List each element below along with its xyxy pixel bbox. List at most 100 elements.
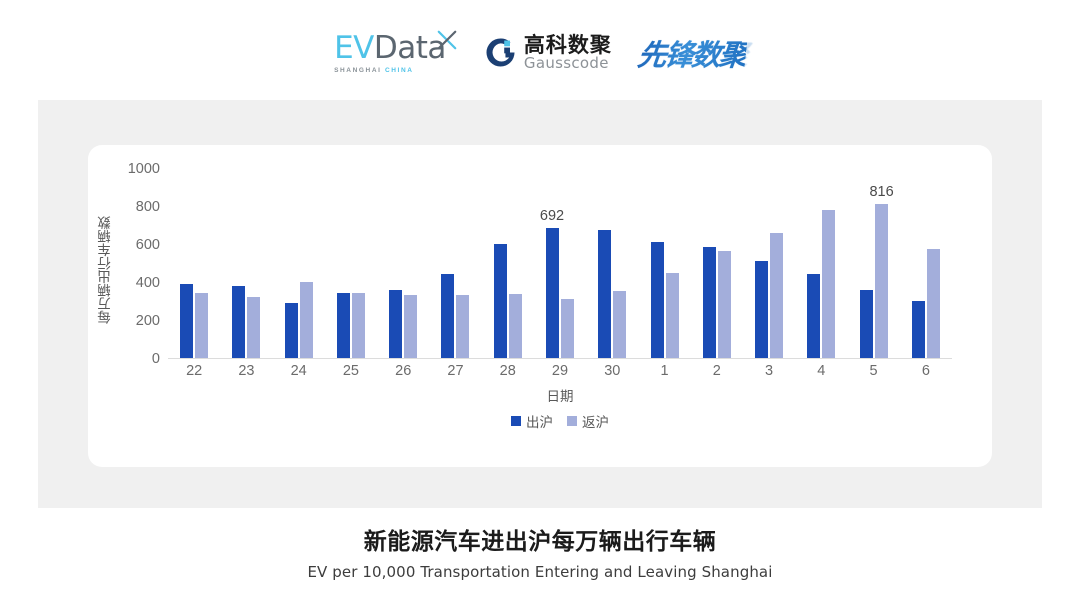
bar-back[interactable] bbox=[247, 297, 261, 359]
gausscode-g-mark-icon bbox=[486, 38, 515, 68]
y-tick-label: 800 bbox=[135, 199, 160, 215]
x-tick-label: 28 bbox=[499, 363, 516, 379]
legend-label: 返沪 bbox=[582, 415, 609, 431]
bar-group: 692 bbox=[534, 169, 586, 359]
bar-out[interactable] bbox=[545, 227, 559, 359]
x-axis-tick-labels: 22 23 24 25 26 27 28 29 30 1 2 3 4 5 6 bbox=[168, 363, 952, 379]
bar-out[interactable] bbox=[807, 274, 821, 359]
bar-out[interactable] bbox=[493, 244, 507, 359]
logo-bar: EV Data SHANGHAI CHINA 高科数聚 Gausscode 先锋数… bbox=[0, 22, 1080, 84]
bar-chart: 每万辆出行车辆数 1000 800 600 400 200 0 692 816 22 23 24… bbox=[88, 145, 992, 467]
bar-out[interactable] bbox=[284, 302, 298, 359]
gausscode-text-block: 高科数聚 Gausscode bbox=[524, 34, 612, 72]
x-axis-title: 日期 bbox=[546, 389, 574, 405]
xianfeng-shuju-logo: 先锋数聚 bbox=[636, 32, 748, 74]
evdata-data-text: Data bbox=[373, 29, 447, 66]
bar-group bbox=[743, 169, 795, 359]
x-tick-label: 2 bbox=[712, 363, 721, 379]
x-tick-label: 24 bbox=[290, 363, 307, 379]
legend-item[interactable]: 返沪 bbox=[567, 411, 609, 431]
bar-out[interactable] bbox=[389, 289, 403, 359]
bar-value-label: 692 bbox=[539, 207, 565, 224]
legend-item[interactable]: 出沪 bbox=[511, 411, 553, 431]
bar-group bbox=[429, 169, 481, 359]
bar-back[interactable] bbox=[665, 272, 679, 359]
bar-group bbox=[586, 169, 638, 359]
bar-out[interactable] bbox=[441, 273, 455, 359]
legend-label: 出沪 bbox=[526, 415, 553, 431]
bar-back[interactable] bbox=[195, 293, 209, 359]
bar-out[interactable] bbox=[232, 285, 246, 359]
caption-en-title: EV per 10,000 Transportation Entering an… bbox=[307, 562, 773, 581]
bar-back[interactable] bbox=[822, 209, 836, 359]
y-tick-label: 1000 bbox=[127, 161, 160, 177]
y-tick-label: 200 bbox=[135, 313, 160, 329]
gausscode-en-text: Gausscode bbox=[523, 54, 609, 73]
evdata-logo: EV Data SHANGHAI CHINA bbox=[334, 29, 458, 74]
x-tick-label: 3 bbox=[765, 363, 774, 379]
x-tick-label: 5 bbox=[869, 363, 878, 379]
legend-swatch-icon bbox=[567, 416, 577, 426]
evdata-wordmark: EV Data bbox=[334, 29, 447, 66]
bar-out[interactable] bbox=[336, 292, 350, 359]
x-tick-label: 26 bbox=[395, 363, 412, 379]
bar-group bbox=[168, 169, 220, 359]
bar-out[interactable] bbox=[859, 290, 873, 359]
bar-back[interactable] bbox=[299, 282, 313, 359]
y-tick-label: 600 bbox=[135, 237, 160, 253]
bar-back[interactable] bbox=[560, 298, 574, 359]
bar-group bbox=[795, 169, 847, 359]
bar-group bbox=[273, 169, 325, 359]
bar-back[interactable] bbox=[770, 233, 784, 359]
bar-out[interactable] bbox=[650, 242, 664, 359]
bar-group bbox=[691, 169, 743, 359]
y-tick-label: 400 bbox=[135, 275, 160, 291]
chart-panel-outer: 每万辆出行车辆数 1000 800 600 400 200 0 692 816 22 23 24… bbox=[38, 100, 1042, 508]
x-tick-label: 27 bbox=[447, 363, 464, 379]
bar-back[interactable] bbox=[351, 293, 365, 359]
gausscode-logo: 高科数聚 Gausscode bbox=[484, 34, 612, 72]
bar-group: 816 bbox=[847, 169, 899, 359]
x-tick-label: 1 bbox=[660, 363, 669, 379]
bar-group bbox=[325, 169, 377, 359]
bar-group bbox=[220, 169, 272, 359]
bar-out[interactable] bbox=[702, 246, 716, 359]
bar-back[interactable] bbox=[404, 295, 418, 359]
bar-back[interactable] bbox=[926, 249, 940, 359]
y-tick-label: 0 bbox=[151, 351, 160, 367]
x-tick-label: 30 bbox=[604, 363, 621, 379]
bar-out[interactable] bbox=[180, 284, 194, 359]
gausscode-cn-text: 高科数聚 bbox=[523, 33, 612, 58]
evdata-tagline: SHANGHAI CHINA bbox=[334, 67, 413, 74]
chart-legend: 出沪 返沪 bbox=[168, 411, 952, 431]
bar-groups: 692 816 bbox=[168, 169, 952, 359]
evdata-country-text: CHINA bbox=[384, 66, 414, 74]
bar-group bbox=[900, 169, 952, 359]
legend-swatch-icon bbox=[511, 416, 521, 426]
chart-card: 每万辆出行车辆数 1000 800 600 400 200 0 692 816 22 23 24… bbox=[88, 145, 992, 467]
bar-group bbox=[377, 169, 429, 359]
x-tick-label: 29 bbox=[551, 363, 569, 379]
y-axis-title: 每万辆出行车辆数 bbox=[98, 216, 114, 324]
x-axis-baseline bbox=[168, 357, 952, 359]
bar-back[interactable] bbox=[613, 291, 627, 359]
bar-out[interactable] bbox=[911, 301, 925, 359]
x-tick-label: 25 bbox=[342, 363, 359, 379]
evdata-ev-text: EV bbox=[334, 29, 374, 66]
bar-back[interactable] bbox=[456, 295, 470, 359]
x-tick-label: 22 bbox=[186, 363, 203, 379]
caption-cn-title: 新能源汽车进出沪每万辆出行车辆 bbox=[363, 529, 717, 555]
x-cross-icon bbox=[437, 30, 457, 49]
x-tick-label: 6 bbox=[921, 363, 930, 379]
evdata-city-text: SHANGHAI bbox=[334, 66, 382, 74]
bar-out[interactable] bbox=[598, 230, 612, 359]
bar-back[interactable] bbox=[874, 203, 888, 359]
bar-group bbox=[482, 169, 534, 359]
y-axis-ticks: 1000 800 600 400 200 0 bbox=[118, 161, 166, 367]
bar-value-label: 816 bbox=[869, 183, 894, 200]
bar-group bbox=[638, 169, 690, 359]
bar-back[interactable] bbox=[717, 251, 731, 359]
bar-back[interactable] bbox=[508, 294, 522, 359]
x-tick-label: 23 bbox=[238, 363, 255, 379]
bar-out[interactable] bbox=[755, 260, 769, 359]
